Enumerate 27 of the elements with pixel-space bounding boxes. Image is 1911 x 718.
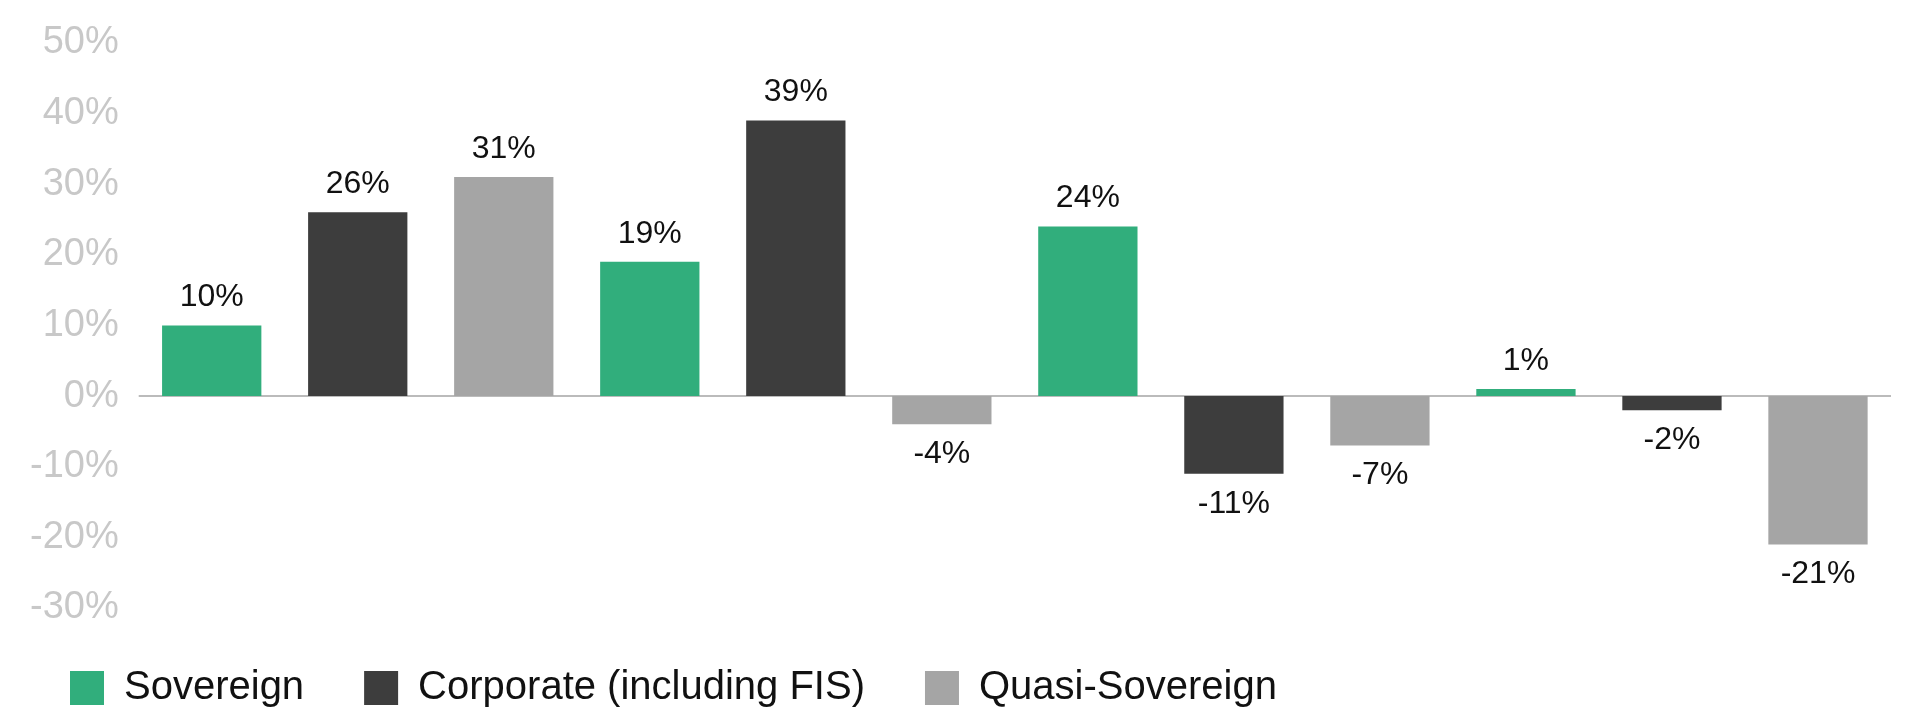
bar (1184, 396, 1284, 474)
data-label: -21% (1780, 554, 1856, 591)
legend-label: Sovereign (124, 663, 305, 708)
bar (162, 325, 262, 397)
data-label: -11% (1197, 483, 1271, 520)
data-label: 10% (179, 277, 244, 314)
bar (746, 120, 846, 397)
bar (892, 396, 992, 425)
legend-label: Quasi-Sovereign (978, 663, 1277, 708)
data-label: 39% (763, 72, 828, 109)
data-label: 1% (1502, 340, 1550, 377)
bar (1476, 388, 1576, 397)
bar (1622, 396, 1722, 411)
data-label: -2% (1643, 420, 1701, 457)
data-label: 26% (325, 164, 390, 201)
data-label: -4% (913, 434, 971, 471)
bar (308, 212, 408, 397)
legend-label: Corporate (including FIS) (418, 663, 865, 708)
data-label: 31% (471, 128, 536, 165)
data-label: -7% (1351, 455, 1409, 492)
bar (600, 261, 700, 397)
bar (454, 177, 554, 397)
bar (1038, 226, 1138, 397)
data-label: 19% (617, 213, 682, 250)
bar (1768, 396, 1868, 545)
bar (1330, 396, 1430, 446)
data-label: 24% (1055, 178, 1120, 215)
